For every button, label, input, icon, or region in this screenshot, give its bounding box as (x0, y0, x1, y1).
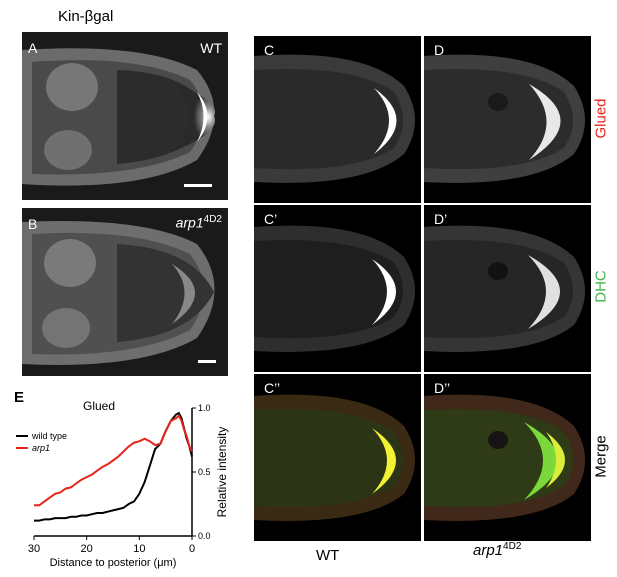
row-label-glued-wrap: Glued (591, 70, 613, 170)
col-label-arp1: arp14D2 (473, 541, 521, 559)
genotype-label-a: WT (200, 40, 222, 56)
genotype-label-b: arp14D2 (176, 214, 222, 231)
micrograph-panel-d1: D’ (424, 205, 591, 372)
y-tick-label: 0.5 (198, 467, 211, 477)
panel-label-c2: C’’ (264, 380, 280, 396)
scale-bar-a (184, 184, 212, 187)
micrograph-panel-c1: C’ (254, 205, 421, 372)
row-label-merge: Merge (593, 407, 610, 507)
egg-chamber-image-a (22, 32, 228, 200)
egg-chamber-image-c2 (254, 374, 421, 541)
panel-label-d2: D’’ (434, 380, 450, 396)
row-label-dhc: DHC (593, 237, 610, 337)
egg-chamber-image-c (254, 36, 421, 203)
panel-label-a: A (28, 40, 37, 56)
micrograph-panel-c2: C’’ (254, 374, 421, 541)
egg-chamber-image-c1 (254, 205, 421, 372)
row-label-dhc-wrap: DHC (591, 238, 613, 338)
micrograph-panel-d: D (424, 36, 591, 203)
col-label-wt: WT (316, 547, 339, 564)
legend-entry: arp1 (32, 443, 50, 453)
row-label-glued: Glued (593, 69, 610, 169)
x-tick-label: 0 (189, 543, 195, 555)
y-axis-label: Relative intensity (215, 427, 229, 518)
series-line-wild-type (34, 413, 192, 520)
x-tick-label: 20 (81, 543, 93, 555)
panel-label-b: B (28, 216, 37, 232)
egg-chamber-image-d2 (424, 374, 591, 541)
y-tick-label: 1.0 (198, 403, 211, 413)
panel-label-c: C (264, 42, 274, 58)
scale-bar-b (198, 360, 216, 363)
y-tick-label: 0.0 (198, 531, 211, 541)
micrograph-panel-b: B arp14D2 (22, 208, 228, 376)
series-line-arp1 (34, 416, 192, 506)
x-tick-label: 10 (133, 543, 145, 555)
egg-chamber-image-d1 (424, 205, 591, 372)
chart-title: Glued (83, 399, 115, 413)
panel-label-d: D (434, 42, 444, 58)
x-tick-label: 30 (28, 543, 40, 555)
legend-entry: wild type (31, 431, 67, 441)
egg-chamber-image-d (424, 36, 591, 203)
kin-bgal-title: Kin-βgal (58, 8, 113, 25)
panel-label-c1: C’ (264, 211, 277, 227)
panel-label-e: E (14, 389, 24, 406)
micrograph-panel-d2: D’’ (424, 374, 591, 541)
row-label-merge-wrap: Merge (591, 408, 613, 508)
x-axis-label: Distance to posterior (μm) (50, 557, 177, 569)
egg-chamber-image-b (22, 208, 228, 376)
chart-panel-e: E Glued 30 20 10 0 0.0 0.5 1.0 Distance to poster… (0, 384, 250, 572)
micrograph-panel-c: C (254, 36, 421, 203)
micrograph-panel-a: A WT (22, 32, 228, 200)
panel-label-d1: D’ (434, 211, 447, 227)
chart-svg: E Glued 30 20 10 00.0 0.5 1.0 Distance to poster… (0, 384, 250, 572)
